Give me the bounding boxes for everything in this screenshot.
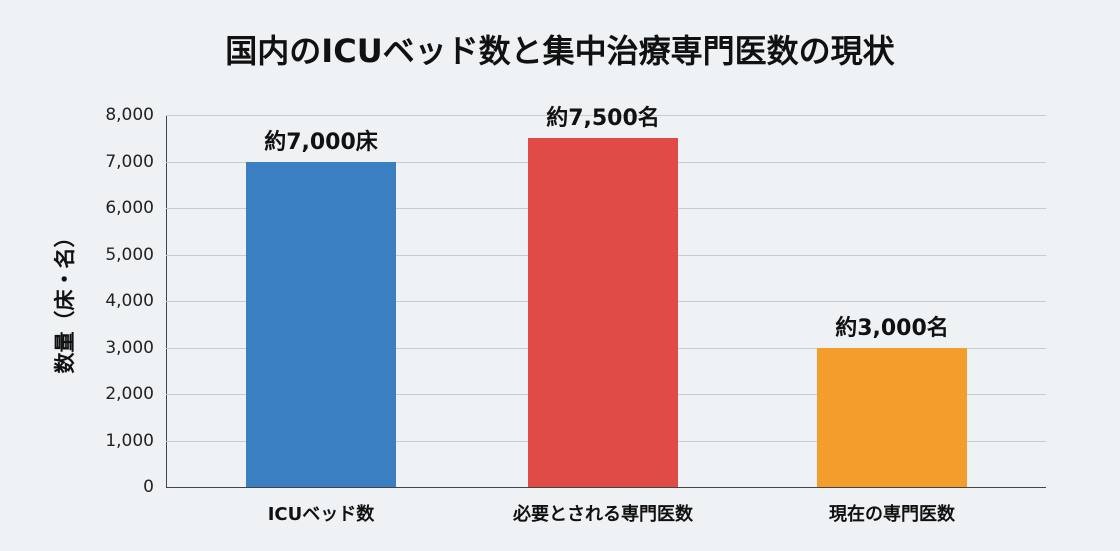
y-tick-label: 2,000 [105, 384, 154, 404]
y-tick-label: 6,000 [105, 198, 154, 218]
y-tick-label: 4,000 [105, 291, 154, 311]
bar [528, 138, 678, 487]
bar-value-label: 約3,000名 [835, 315, 949, 341]
y-tick-label: 1,000 [105, 430, 154, 451]
bar-value-label: 約7,000床 [264, 129, 378, 155]
x-category-label: 現在の専門医数 [829, 504, 955, 525]
y-tick-label: 5,000 [105, 244, 154, 265]
x-category-label: 必要とされる専門医数 [513, 504, 693, 525]
bar-value-label: 約7,500名 [546, 106, 660, 132]
plot-area [166, 115, 1046, 488]
bar [246, 161, 396, 487]
chart-title: 国内のICUベッド数と集中治療専門医数の現状 [225, 32, 895, 70]
y-tick-label: 0 [143, 477, 154, 497]
y-tick-label: 8,000 [105, 105, 154, 125]
y-tick-label: 7,000 [105, 151, 154, 172]
x-category-label: ICUベッド数 [267, 504, 375, 525]
x-axis-line [166, 486, 1046, 488]
gridline [166, 115, 1046, 116]
bar [817, 347, 967, 487]
y-tick-label: 3,000 [105, 337, 154, 358]
